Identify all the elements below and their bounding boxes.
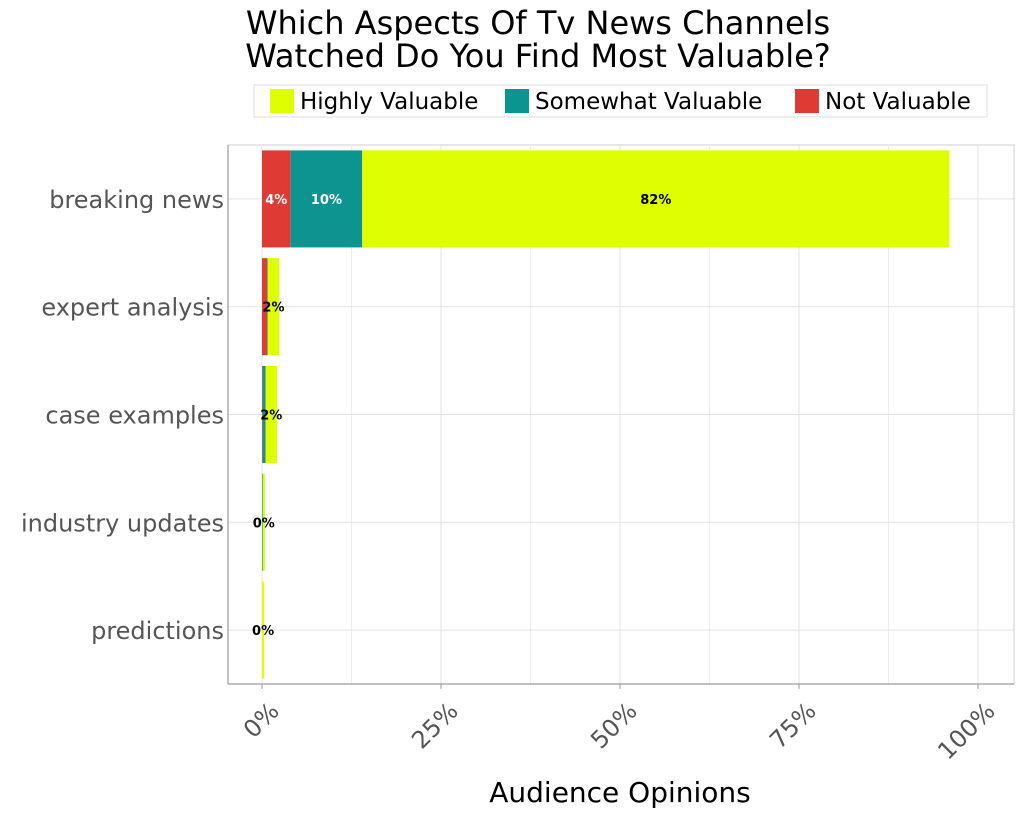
- legend-swatch: [270, 89, 294, 113]
- bar-data-label: 0%: [252, 624, 274, 639]
- bar-not-valuable: [262, 365, 263, 464]
- bar-highly-valuable: [262, 581, 265, 679]
- legend: Highly Valuable Somewhat Valuable Not Valu…: [253, 84, 988, 118]
- legend-label: Somewhat Valuable: [535, 89, 762, 115]
- bar-highly-valuable: [262, 473, 265, 571]
- x-tick-label: 50%: [585, 697, 643, 755]
- bar-not-valuable: [262, 150, 291, 248]
- category-label: breaking news: [49, 186, 224, 214]
- bar-data-label: 82%: [640, 193, 671, 208]
- bar-data-label: 4%: [265, 193, 287, 208]
- bar-data-label: 2%: [262, 301, 284, 316]
- legend-label: Not Valuable: [825, 89, 971, 115]
- legend-swatch: [505, 89, 529, 113]
- x-tick-label: 75%: [764, 697, 822, 755]
- category-label: expert analysis: [41, 294, 224, 322]
- bar-somewhat-valuable: [262, 365, 266, 464]
- legend-label: Highly Valuable: [300, 89, 478, 115]
- bar-data-label: 0%: [253, 516, 275, 531]
- bar-highly-valuable: [362, 150, 950, 248]
- chart-title-line-2: Watched Do You Find Most Valuable?: [245, 37, 831, 75]
- category-label: predictions: [91, 617, 224, 645]
- plot-area: 4% 10% 82% breaking news 2% expert analysis 2%…: [21, 144, 1015, 765]
- bar-data-label: 10%: [311, 193, 342, 208]
- bar-highly-valuable: [265, 365, 278, 464]
- bar-highly-valuable: [267, 258, 280, 356]
- x-tick-label: 100%: [932, 697, 1000, 765]
- chart-title-line-1: Which Aspects Of Tv News Channels: [246, 4, 830, 42]
- category-label: industry updates: [21, 509, 224, 537]
- x-tick-label: 25%: [406, 697, 464, 755]
- legend-box: [253, 84, 988, 118]
- bar-somewhat-valuable: [267, 258, 268, 356]
- bar-somewhat-valuable: [290, 150, 363, 248]
- category-label: case examples: [45, 402, 224, 430]
- bar-somewhat-valuable: [262, 473, 263, 571]
- x-tick-label: 0%: [238, 697, 285, 744]
- bar-data-label: 2%: [260, 409, 282, 424]
- bar-not-valuable: [262, 258, 268, 356]
- x-axis-title: Audience Opinions: [489, 776, 751, 809]
- legend-swatch: [795, 89, 819, 113]
